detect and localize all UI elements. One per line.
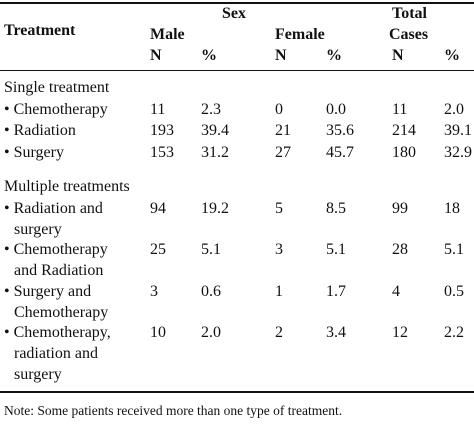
male-pct-cell: 31.2 [201, 144, 229, 161]
header-treatment: Treatment [4, 22, 76, 39]
header-sex: Sex [222, 5, 246, 22]
female-pct-cell: 35.6 [326, 122, 354, 139]
total-n-cell: 28 [392, 241, 408, 258]
header-total-n: N [392, 47, 404, 64]
row-label: • Radiation [4, 122, 76, 139]
row-label: • Chemotherapy, [4, 324, 111, 341]
male-n-cell: 10 [150, 324, 166, 341]
total-n-cell: 11 [392, 101, 408, 118]
top-rule [0, 2, 474, 4]
female-pct-cell: 0.0 [326, 101, 346, 118]
male-pct-cell: 5.1 [201, 241, 221, 258]
female-pct-cell: 5.1 [326, 241, 346, 258]
female-n-cell: 1 [275, 283, 283, 300]
total-n-cell: 4 [392, 283, 400, 300]
header-rule [0, 70, 474, 71]
female-n-cell: 2 [275, 324, 283, 341]
male-pct-cell: 2.3 [201, 101, 221, 118]
header-total-pct: % [444, 47, 460, 64]
bottom-rule [0, 391, 474, 393]
row-label-cont: radiation and [14, 345, 98, 362]
female-n-cell: 27 [275, 144, 291, 161]
total-pct-cell: 2.0 [444, 101, 464, 118]
male-n-cell: 94 [150, 200, 166, 217]
total-pct-cell: 39.1 [444, 122, 472, 139]
female-n-cell: 0 [275, 101, 283, 118]
female-n-cell: 21 [275, 122, 291, 139]
total-n-cell: 99 [392, 200, 408, 217]
total-pct-cell: 18 [444, 200, 460, 217]
female-n-cell: 3 [275, 241, 283, 258]
total-n-cell: 180 [392, 144, 416, 161]
row-label: • Surgery [4, 144, 64, 161]
male-n-cell: 25 [150, 241, 166, 258]
female-pct-cell: 1.7 [326, 283, 346, 300]
header-female-pct: % [326, 47, 342, 64]
row-label: • Surgery and [4, 283, 92, 300]
section-title: Single treatment [4, 79, 110, 96]
total-pct-cell: 2.2 [444, 324, 464, 341]
header-female: Female [275, 26, 325, 43]
total-pct-cell: 0.5 [444, 283, 464, 300]
header-cases: Cases [389, 26, 429, 43]
table-note: Note: Some patients received more than o… [4, 403, 343, 418]
female-pct-cell: 3.4 [326, 324, 346, 341]
total-n-cell: 12 [392, 324, 408, 341]
header-male-n: N [150, 47, 162, 64]
row-label-cont: Chemotherapy [14, 304, 109, 321]
male-pct-cell: 39.4 [201, 122, 229, 139]
row-label: • Chemotherapy [4, 101, 108, 118]
header-female-n: N [275, 47, 287, 64]
row-label-cont: surgery [14, 221, 62, 238]
male-n-cell: 153 [150, 144, 174, 161]
total-pct-cell: 32.9 [444, 144, 472, 161]
female-n-cell: 5 [275, 200, 283, 217]
row-label-cont: surgery [14, 366, 62, 383]
header-total: Total [392, 5, 427, 22]
section-title: Multiple treatments [4, 178, 130, 195]
total-n-cell: 214 [392, 122, 416, 139]
female-pct-cell: 45.7 [326, 144, 354, 161]
male-n-cell: 3 [150, 283, 158, 300]
total-pct-cell: 5.1 [444, 241, 464, 258]
header-male-pct: % [201, 47, 217, 64]
female-pct-cell: 8.5 [326, 200, 346, 217]
male-n-cell: 11 [150, 101, 166, 118]
row-label: • Chemotherapy [4, 241, 108, 258]
row-label: • Radiation and [4, 200, 103, 217]
male-pct-cell: 0.6 [201, 283, 221, 300]
male-pct-cell: 2.0 [201, 324, 221, 341]
male-pct-cell: 19.2 [201, 200, 229, 217]
header-male: Male [150, 26, 185, 43]
male-n-cell: 193 [150, 122, 174, 139]
row-label-cont: and Radiation [14, 262, 104, 279]
